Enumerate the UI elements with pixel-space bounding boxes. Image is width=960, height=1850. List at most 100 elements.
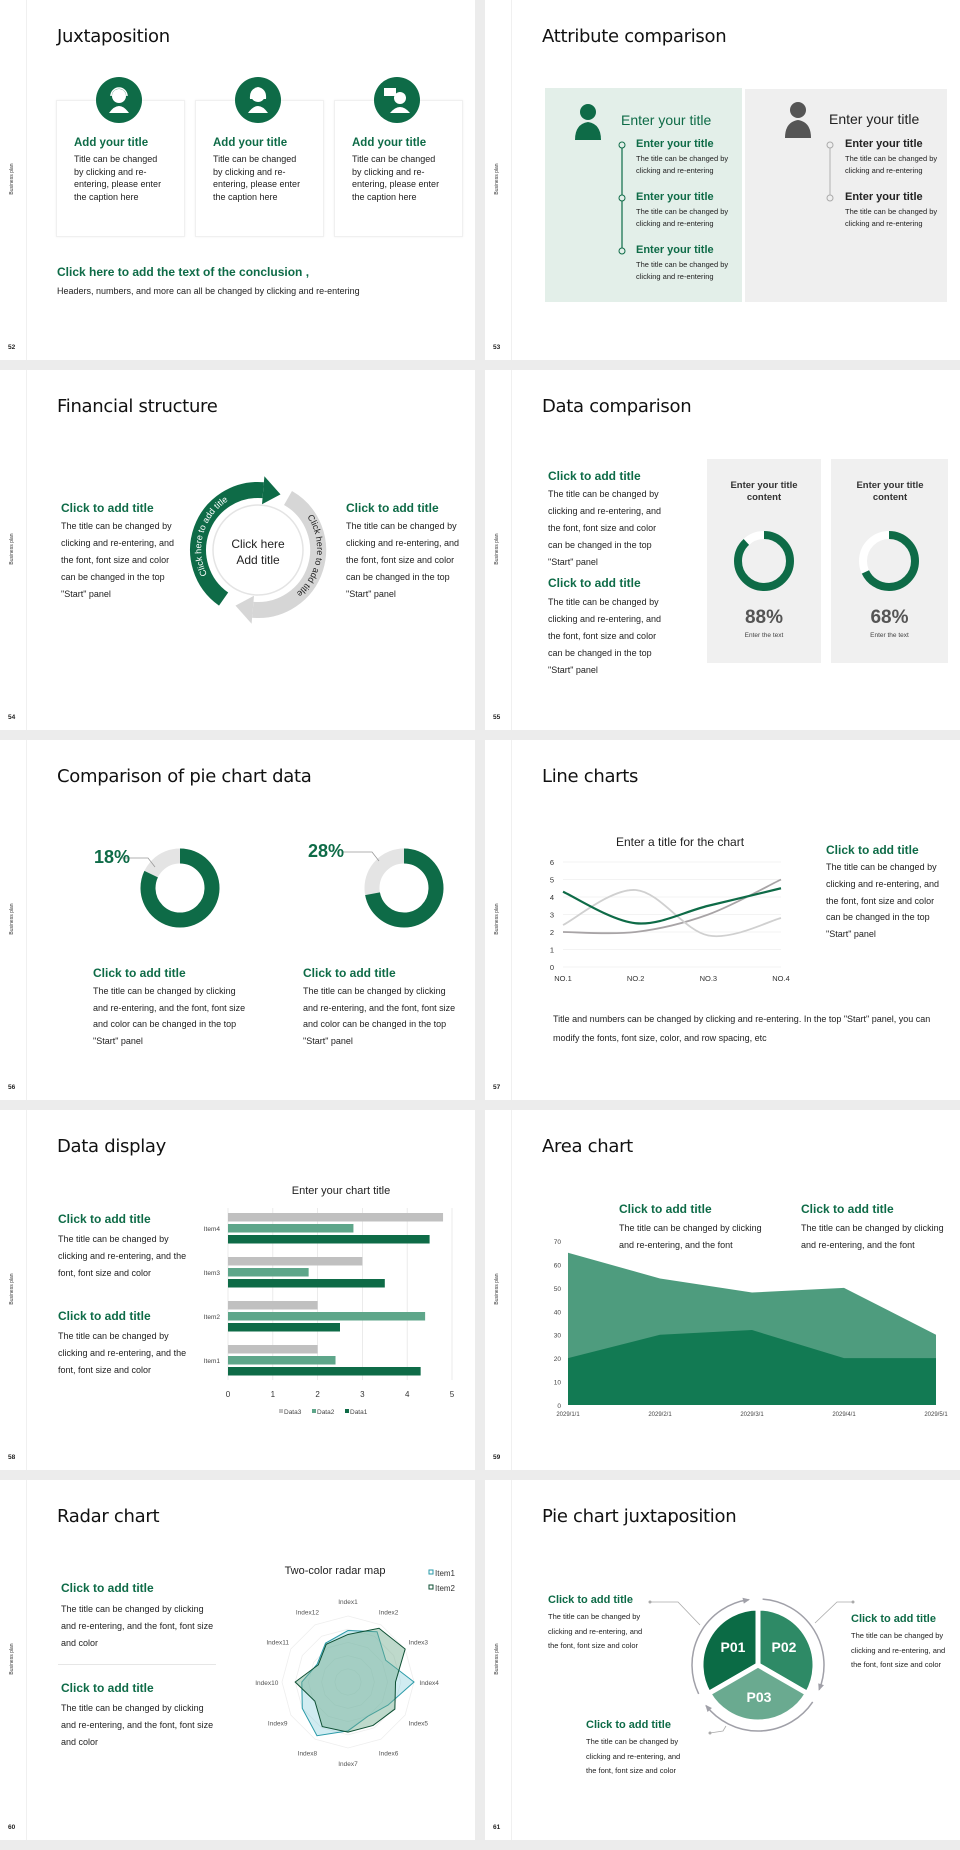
area-chart: 0 10 20 30 40 50 60 70 2029/1/1 2029/2/1 2029/3/1 2…: [554, 1239, 949, 1418]
slide-title[interactable]: Attribute comparison: [542, 26, 727, 47]
slide-56[interactable]: Business plan 56 Comparison of pie chart…: [0, 740, 475, 1100]
center-label[interactable]: Add title: [236, 553, 280, 567]
card-text[interactable]: Title can be changed by clicking and re-…: [74, 154, 162, 202]
right-text[interactable]: The title can be changed by clicking and…: [346, 521, 460, 599]
slide-title[interactable]: Radar chart: [57, 1506, 160, 1527]
left-text[interactable]: The title can be changed by clicking and…: [61, 521, 175, 599]
pie-text[interactable]: The title can be changed by clicking and…: [93, 986, 246, 1046]
item-text[interactable]: The title can be changed by clicking and…: [636, 207, 729, 228]
legend-swatch: [428, 1569, 434, 1575]
slide-57[interactable]: Business plan 57 Line charts Enter a tit…: [485, 740, 960, 1100]
item-title[interactable]: Enter your title: [845, 191, 923, 203]
chart-title[interactable]: Enter your chart title: [291, 1185, 391, 1197]
bar-Data3-Item2: [228, 1301, 318, 1310]
slide-title[interactable]: Pie chart juxtaposition: [542, 1506, 737, 1527]
left-panel-title[interactable]: Enter your title: [621, 112, 712, 128]
block-text[interactable]: The title can be changed by clicking and…: [58, 1234, 187, 1278]
percent-label[interactable]: 18%: [94, 847, 131, 867]
item-title[interactable]: Enter your title: [636, 191, 714, 203]
block-title[interactable]: Click to add title: [851, 1613, 936, 1625]
slide-title[interactable]: Juxtaposition: [57, 26, 170, 47]
slide-title[interactable]: Area chart: [542, 1136, 633, 1157]
slide-53[interactable]: Business plan 53 Attribute comparison En…: [485, 0, 960, 360]
block-title[interactable]: Click to add title: [61, 1581, 154, 1595]
item-text[interactable]: The title can be changed by clicking and…: [845, 154, 938, 175]
left-title[interactable]: Click to add title: [61, 501, 154, 515]
percent-value[interactable]: 68%: [870, 607, 909, 628]
legend-label: Item1: [435, 1569, 456, 1578]
bottom-text[interactable]: Title and numbers can be changed by clic…: [553, 1014, 931, 1043]
y-tick-label: 2: [550, 928, 554, 937]
block-title[interactable]: Click to add title: [58, 1212, 151, 1226]
pie-text[interactable]: The title can be changed by clicking and…: [303, 986, 456, 1046]
area-series-2: [568, 1330, 936, 1405]
stat-card: [831, 459, 948, 663]
slide-title[interactable]: Financial structure: [57, 396, 218, 417]
slide-58[interactable]: Business plan 58 Data display Click to a…: [0, 1110, 475, 1470]
item-title[interactable]: Enter your title: [636, 138, 714, 150]
side-text[interactable]: The title can be changed by clicking and…: [826, 862, 940, 940]
card-title[interactable]: Add your title: [213, 137, 288, 149]
percent-value[interactable]: 88%: [744, 607, 784, 628]
card-caption[interactable]: Enter the text: [870, 632, 909, 639]
card-title[interactable]: Add your title: [74, 137, 149, 149]
block-title[interactable]: Click to add title: [548, 1594, 633, 1606]
item-text[interactable]: The title can be changed by clicking and…: [845, 207, 938, 228]
item-title[interactable]: Enter your title: [636, 244, 714, 256]
block-text[interactable]: The title can be changed by clicking and…: [61, 1604, 214, 1648]
item-text[interactable]: The title can be changed by clicking and…: [636, 154, 729, 175]
card-caption[interactable]: Enter the text: [744, 632, 784, 639]
block-title[interactable]: Click to add title: [548, 576, 641, 590]
side-title[interactable]: Click to add title: [826, 843, 919, 857]
slide-title[interactable]: Data display: [57, 1136, 167, 1157]
center-label[interactable]: Click here: [231, 537, 285, 551]
x-tick-label: 1: [271, 1390, 276, 1399]
cycle-diagram: Click here to add title Click here to ad…: [190, 476, 327, 624]
block-text[interactable]: The title can be changed by clicking and…: [58, 1331, 187, 1375]
item-title[interactable]: Enter your title: [845, 138, 923, 150]
right-title[interactable]: Click to add title: [346, 501, 439, 515]
percent-label[interactable]: 28%: [308, 841, 345, 861]
block-title[interactable]: Click to add title: [548, 469, 641, 483]
block-text[interactable]: The title can be changed by clicking and…: [619, 1223, 762, 1250]
block-title[interactable]: Click to add title: [619, 1202, 712, 1216]
block-title[interactable]: Click to add title: [61, 1681, 154, 1695]
chart-title[interactable]: Two-color radar map: [284, 1565, 386, 1577]
slide-54[interactable]: Business plan 54 Financial structure Cli…: [0, 370, 475, 730]
card-text[interactable]: Title can be changed by clicking and re-…: [352, 154, 440, 202]
block-text[interactable]: The title can be changed by clicking and…: [851, 1631, 946, 1669]
person-suit-icon: [785, 102, 811, 138]
block-text[interactable]: The title can be changed by clicking and…: [586, 1737, 681, 1775]
block-title[interactable]: Click to add title: [801, 1202, 894, 1216]
block-text[interactable]: The title can be changed by clicking and…: [548, 489, 662, 567]
slide-61[interactable]: Business plan 61 Pie chart juxtaposition…: [485, 1480, 960, 1840]
slide-title[interactable]: Comparison of pie chart data: [57, 766, 312, 787]
card-title[interactable]: Add your title: [352, 137, 427, 149]
block-title[interactable]: Click to add title: [58, 1309, 151, 1323]
block-text[interactable]: The title can be changed by clicking and…: [801, 1223, 944, 1250]
chart-title[interactable]: Enter a title for the chart: [615, 835, 745, 849]
slide-59[interactable]: Business plan 59 Area chart 0 10 20 30 40 50 6…: [485, 1110, 960, 1470]
y-tick-label: 3: [550, 911, 554, 920]
slide-title[interactable]: Line charts: [542, 766, 639, 787]
card-title[interactable]: Enter your title content: [856, 480, 924, 503]
conclusion-title[interactable]: Click here to add the text of the conclu…: [57, 265, 310, 279]
pie-title[interactable]: Click to add title: [303, 966, 396, 980]
slide-52[interactable]: Business plan 52 Juxtaposition Add your …: [0, 0, 475, 360]
card-title[interactable]: Enter your title content: [730, 480, 798, 503]
green-arc: [190, 481, 264, 606]
card-text[interactable]: Title can be changed by clicking and re-…: [213, 154, 301, 202]
block-text[interactable]: The title can be changed by clicking and…: [548, 597, 662, 675]
block-title[interactable]: Click to add title: [586, 1719, 671, 1731]
conclusion-text[interactable]: Headers, numbers, and more can all be ch…: [57, 286, 360, 296]
pie-title[interactable]: Click to add title: [93, 966, 186, 980]
slide-60[interactable]: Business plan 60 Radar chart Click to ad…: [0, 1480, 475, 1840]
slide-55[interactable]: Business plan 55 Data comparison Click t…: [485, 370, 960, 730]
block-text[interactable]: The title can be changed by clicking and…: [548, 1612, 643, 1650]
x-tick-label: 5: [450, 1390, 455, 1399]
category-label: Item2: [204, 1314, 221, 1321]
block-text[interactable]: The title can be changed by clicking and…: [61, 1703, 214, 1747]
right-panel-title[interactable]: Enter your title: [829, 111, 920, 127]
item-text[interactable]: The title can be changed by clicking and…: [636, 260, 729, 281]
slide-title[interactable]: Data comparison: [542, 396, 692, 417]
